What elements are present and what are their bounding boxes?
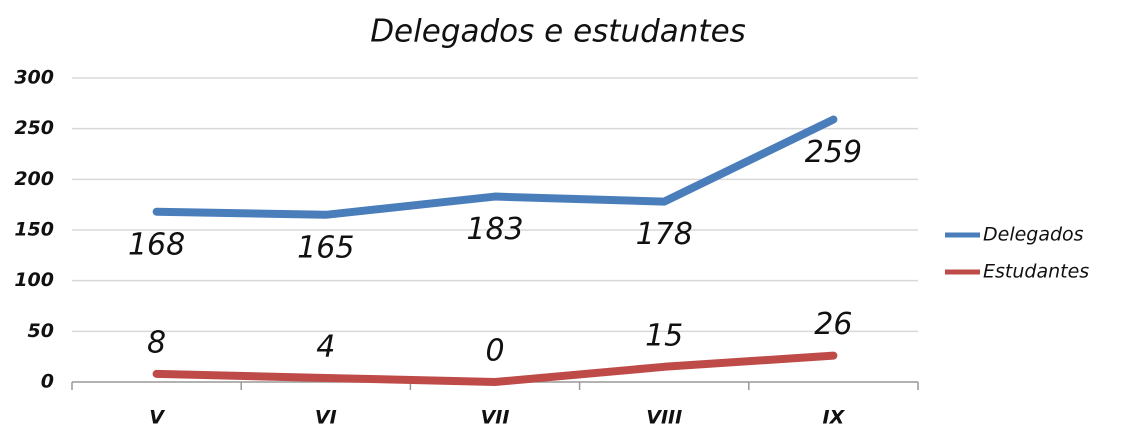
data-label: 8 [147, 325, 166, 360]
y-tick-label: 100 [14, 269, 54, 291]
y-tick-label: 50 [28, 320, 54, 342]
x-tick-label: IX [823, 407, 846, 429]
data-label: 0 [485, 334, 504, 369]
line-series [152, 351, 838, 386]
line-series [152, 115, 838, 219]
legend-label: Estudantes [983, 261, 1089, 283]
legend-label: Delegados [983, 224, 1084, 246]
data-label: 15 [645, 318, 683, 353]
x-tick-label: VIII [646, 407, 682, 429]
data-label: 259 [805, 135, 862, 170]
x-tick-label: V [149, 407, 165, 429]
data-label: 183 [466, 212, 523, 247]
x-tick-label: VI [315, 407, 337, 429]
y-tick-label: 300 [14, 67, 54, 89]
data-label: 168 [128, 227, 185, 262]
data-label: 165 [297, 230, 354, 265]
y-tick-label: 0 [41, 371, 54, 393]
y-tick-label: 250 [14, 117, 54, 139]
y-tick-label: 200 [14, 168, 54, 190]
data-label: 178 [636, 217, 693, 252]
y-tick-label: 150 [14, 219, 54, 241]
data-label: 26 [814, 307, 852, 342]
x-tick-label: VII [481, 407, 510, 429]
data-label: 4 [316, 329, 335, 364]
chart-title: Delegados e estudantes [370, 14, 746, 50]
